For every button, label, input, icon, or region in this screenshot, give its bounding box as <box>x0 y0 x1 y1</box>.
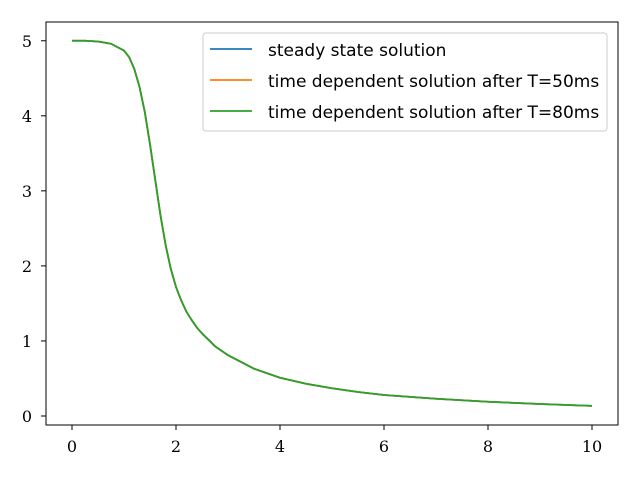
legend-label-t50: time dependent solution after T=50ms <box>268 72 599 92</box>
legend-frame <box>202 32 608 132</box>
legend: steady state solution time dependent sol… <box>202 32 608 132</box>
y-tick-label: 4 <box>22 107 32 126</box>
y-axis-ticks: 0 1 2 3 4 5 <box>22 32 46 426</box>
x-axis-ticks: 0 2 4 6 8 10 <box>67 425 602 456</box>
series-layer <box>72 39 593 407</box>
x-tick-label: 8 <box>483 437 493 456</box>
x-tick-label: 10 <box>582 437 602 456</box>
legend-label-steady-state: steady state solution <box>268 41 446 61</box>
y-tick-label: 3 <box>22 182 32 201</box>
x-tick-label: 2 <box>171 437 181 456</box>
series-line-3 <box>72 39 593 407</box>
y-tick-label: 2 <box>22 257 32 276</box>
y-tick-label: 1 <box>22 332 32 351</box>
legend-label-t80: time dependent solution after T=80ms <box>268 103 599 123</box>
x-tick-label: 4 <box>275 437 285 456</box>
y-tick-label: 5 <box>22 32 32 51</box>
x-tick-label: 6 <box>379 437 389 456</box>
x-tick-label: 0 <box>67 437 77 456</box>
y-tick-label: 0 <box>22 407 32 426</box>
